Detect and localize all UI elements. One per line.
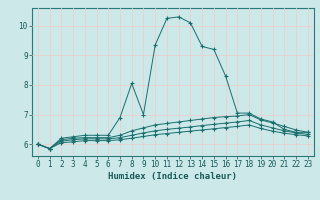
X-axis label: Humidex (Indice chaleur): Humidex (Indice chaleur) [108, 172, 237, 181]
